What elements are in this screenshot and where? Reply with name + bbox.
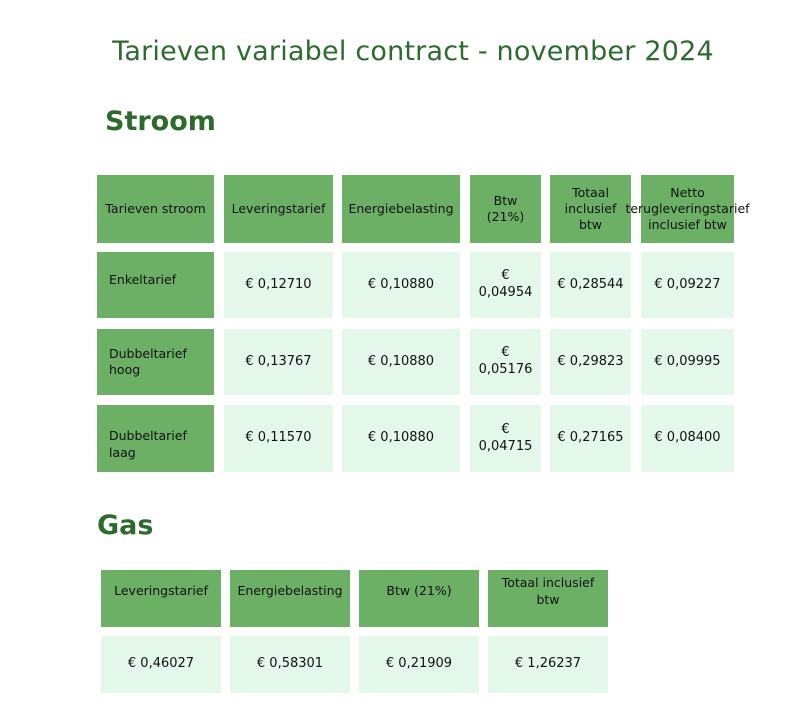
gas-header-totaal: Totaal inclusief btw (488, 570, 608, 627)
stroom-cell: € 0,28544 (550, 252, 631, 318)
stroom-cell: € 0,10880 (342, 329, 460, 395)
stroom-cell: € 0,08400 (641, 405, 734, 472)
stroom-heading: Stroom (105, 106, 216, 137)
stroom-cell: € 0,29823 (550, 329, 631, 395)
stroom-cell: € 0,11570 (224, 405, 333, 472)
stroom-row-label-enkeltarief: Enkeltarief (97, 252, 214, 318)
stroom-cell: € 0,27165 (550, 405, 631, 472)
stroom-cell: € 0,04715 (470, 405, 541, 472)
gas-cell-btw: € 0,21909 (359, 636, 479, 693)
gas-header-leveringstarief: Leveringstarief (101, 570, 221, 627)
stroom-header-leveringstarief: Leveringstarief (224, 175, 333, 243)
stroom-cell: € 0,10880 (342, 252, 460, 318)
stroom-cell: € 0,10880 (342, 405, 460, 472)
gas-header-energiebelasting: Energiebelasting (230, 570, 350, 627)
stroom-row-label-dubbeltarief-laag: Dubbeltarief laag (97, 405, 214, 472)
stroom-cell: € 0,09227 (641, 252, 734, 318)
gas-cell-energiebelasting: € 0,58301 (230, 636, 350, 693)
stroom-row-label-dubbeltarief-hoog: Dubbeltarief hoog (97, 329, 214, 395)
gas-header-btw: Btw (21%) (359, 570, 479, 627)
stroom-header-energiebelasting: Energiebelasting (342, 175, 460, 243)
stroom-cell: € 0,13767 (224, 329, 333, 395)
page-title: Tarieven variabel contract - november 20… (112, 36, 714, 67)
stroom-header-btw: Btw (21%) (470, 175, 541, 243)
stroom-cell: € 0,04954 (470, 252, 541, 318)
stroom-cell: € 0,05176 (470, 329, 541, 395)
stroom-header-tarieven: Tarieven stroom (97, 175, 214, 243)
stroom-header-totaal: Totaal inclusief btw (550, 175, 631, 243)
gas-cell-totaal: € 1,26237 (488, 636, 608, 693)
gas-cell-leveringstarief: € 0,46027 (101, 636, 221, 693)
stroom-cell: € 0,09995 (641, 329, 734, 395)
stroom-header-netto: Netto terugleveringstarief inclusief btw (625, 175, 750, 243)
gas-heading: Gas (97, 510, 154, 541)
stroom-cell: € 0,12710 (224, 252, 333, 318)
